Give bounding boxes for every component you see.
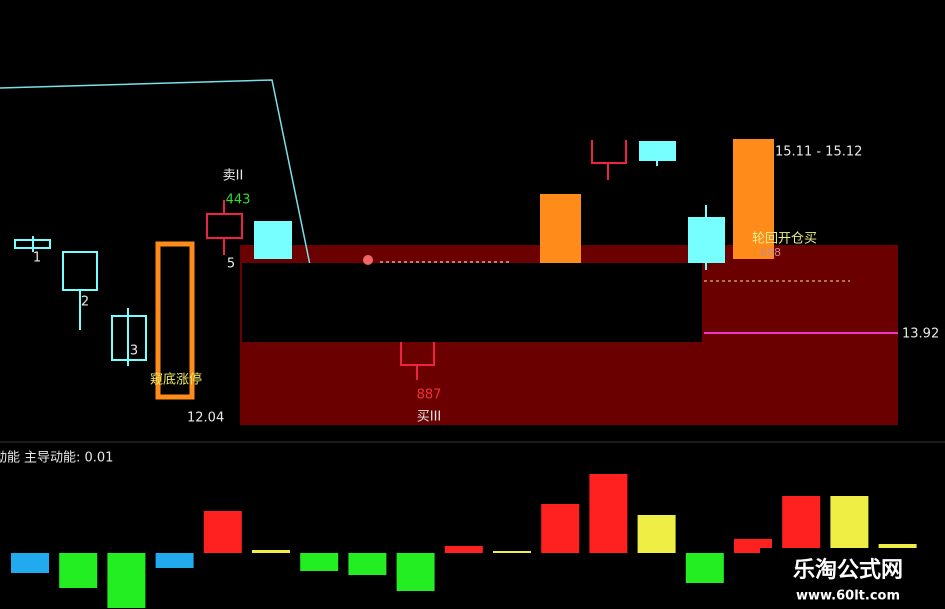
- bar: [830, 496, 869, 553]
- bar: [11, 553, 49, 573]
- label: 2: [81, 295, 89, 310]
- indicator-title: 主导动能: 0.01: [24, 451, 113, 466]
- label: 443: [226, 193, 251, 208]
- label: 1: [33, 251, 41, 266]
- marker: [363, 255, 373, 265]
- watermark-url: www.60lt.com: [796, 589, 900, 604]
- histogram: [11, 474, 917, 608]
- bar: [493, 551, 531, 553]
- label: 3: [130, 344, 138, 359]
- label: 5: [227, 257, 235, 272]
- label: 887: [417, 388, 442, 403]
- label: 888: [760, 246, 781, 259]
- watermark: 乐淘公式网: [793, 557, 903, 583]
- bar: [396, 553, 435, 591]
- bar: [348, 553, 387, 575]
- trend-line: [0, 79, 311, 266]
- bar: [107, 553, 146, 608]
- bar: [589, 474, 628, 553]
- label: 15.11 - 15.12: [775, 145, 862, 160]
- bar: [252, 550, 290, 553]
- label: 窥底涨停: [150, 372, 202, 388]
- label: 买III: [417, 410, 442, 425]
- mask: [242, 263, 702, 342]
- bar: [203, 511, 242, 553]
- label: 12.04: [187, 411, 224, 426]
- bar: [782, 496, 821, 553]
- candles: [14, 139, 774, 400]
- label: 13.92: [902, 327, 939, 342]
- bar: [300, 553, 339, 571]
- bar: [637, 515, 676, 553]
- bar: [444, 546, 483, 553]
- bar: [685, 553, 724, 583]
- bar: [155, 553, 194, 568]
- indicator-name: 动能: [0, 451, 20, 466]
- bar: [541, 504, 580, 553]
- label: 卖II: [223, 169, 244, 184]
- watermark-box: [760, 548, 938, 606]
- label: 轮回开仓买: [752, 232, 817, 247]
- bar: [59, 553, 98, 588]
